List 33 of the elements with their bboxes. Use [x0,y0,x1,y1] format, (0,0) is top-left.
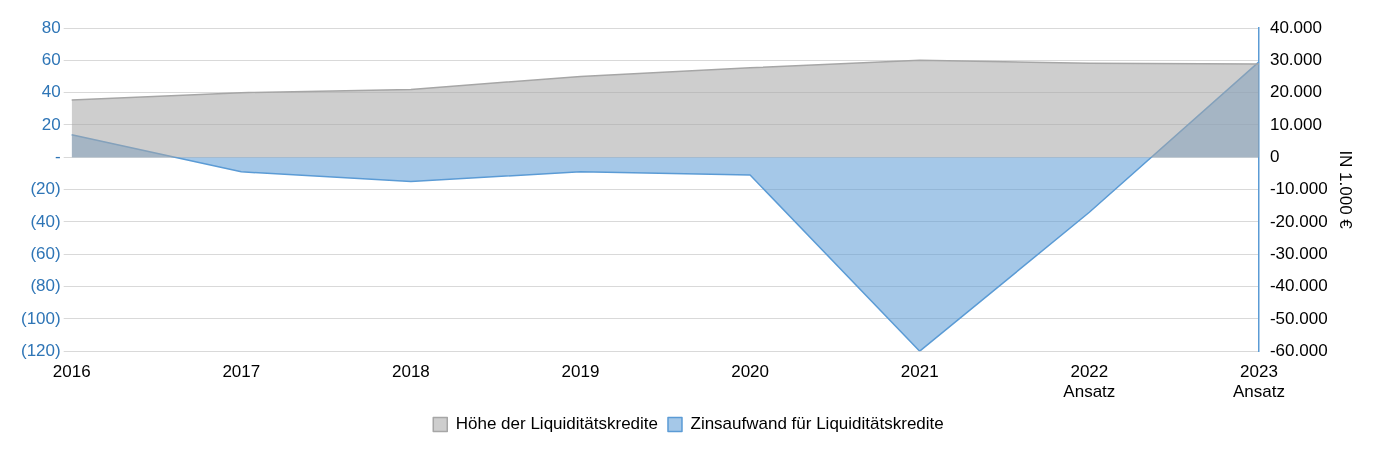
y2-tick-label: 30.000 [1269,50,1322,70]
y-tick-label: (40) [30,211,61,231]
y-tick-label: 60 [41,50,61,70]
y-tick-label: (80) [30,276,61,296]
y2-tick-label: -50.000 [1269,308,1328,328]
y-tick-label: - [55,146,61,166]
x-tick-label: 2016 [52,362,91,382]
y2-axis-title: IN 1.000 € [1336,150,1356,230]
legend-label: Zinsaufwand für Liquiditätskredite [690,414,944,434]
y2-tick-label: 10.000 [1269,114,1322,134]
y2-tick-label: -30.000 [1269,243,1328,263]
x-tick-label: 2020 [731,362,770,382]
y-tick-label: (60) [30,243,61,263]
x-tick-label: 2021 [900,362,939,382]
y2-tick-label: 20.000 [1269,82,1322,102]
y2-tick-label: -20.000 [1269,211,1328,231]
x-tick-label: 2017 [222,362,261,382]
x-tick-label: 2018 [391,362,430,382]
y2-tick-label: -60.000 [1269,340,1328,360]
y2-tick-label: -40.000 [1269,276,1328,296]
y-tick-label: 40 [41,82,61,102]
y2-tick-label: 40.000 [1269,17,1322,37]
legend-label: Höhe der Liquiditätskredite [455,414,658,434]
x-tick-label: 2023 Ansatz [1232,362,1285,402]
x-tick-label: 2019 [561,362,600,382]
y-tick-label: (20) [30,179,61,199]
y-tick-label: (100) [21,308,61,328]
y-tick-label: 80 [41,17,61,37]
y-tick-label: (120) [21,340,61,360]
y2-tick-label: -10.000 [1269,179,1328,199]
y2-tick-label: 0 [1269,146,1280,166]
x-tick-label: 2022 Ansatz [1063,362,1116,402]
y-tick-label: 20 [41,114,61,134]
